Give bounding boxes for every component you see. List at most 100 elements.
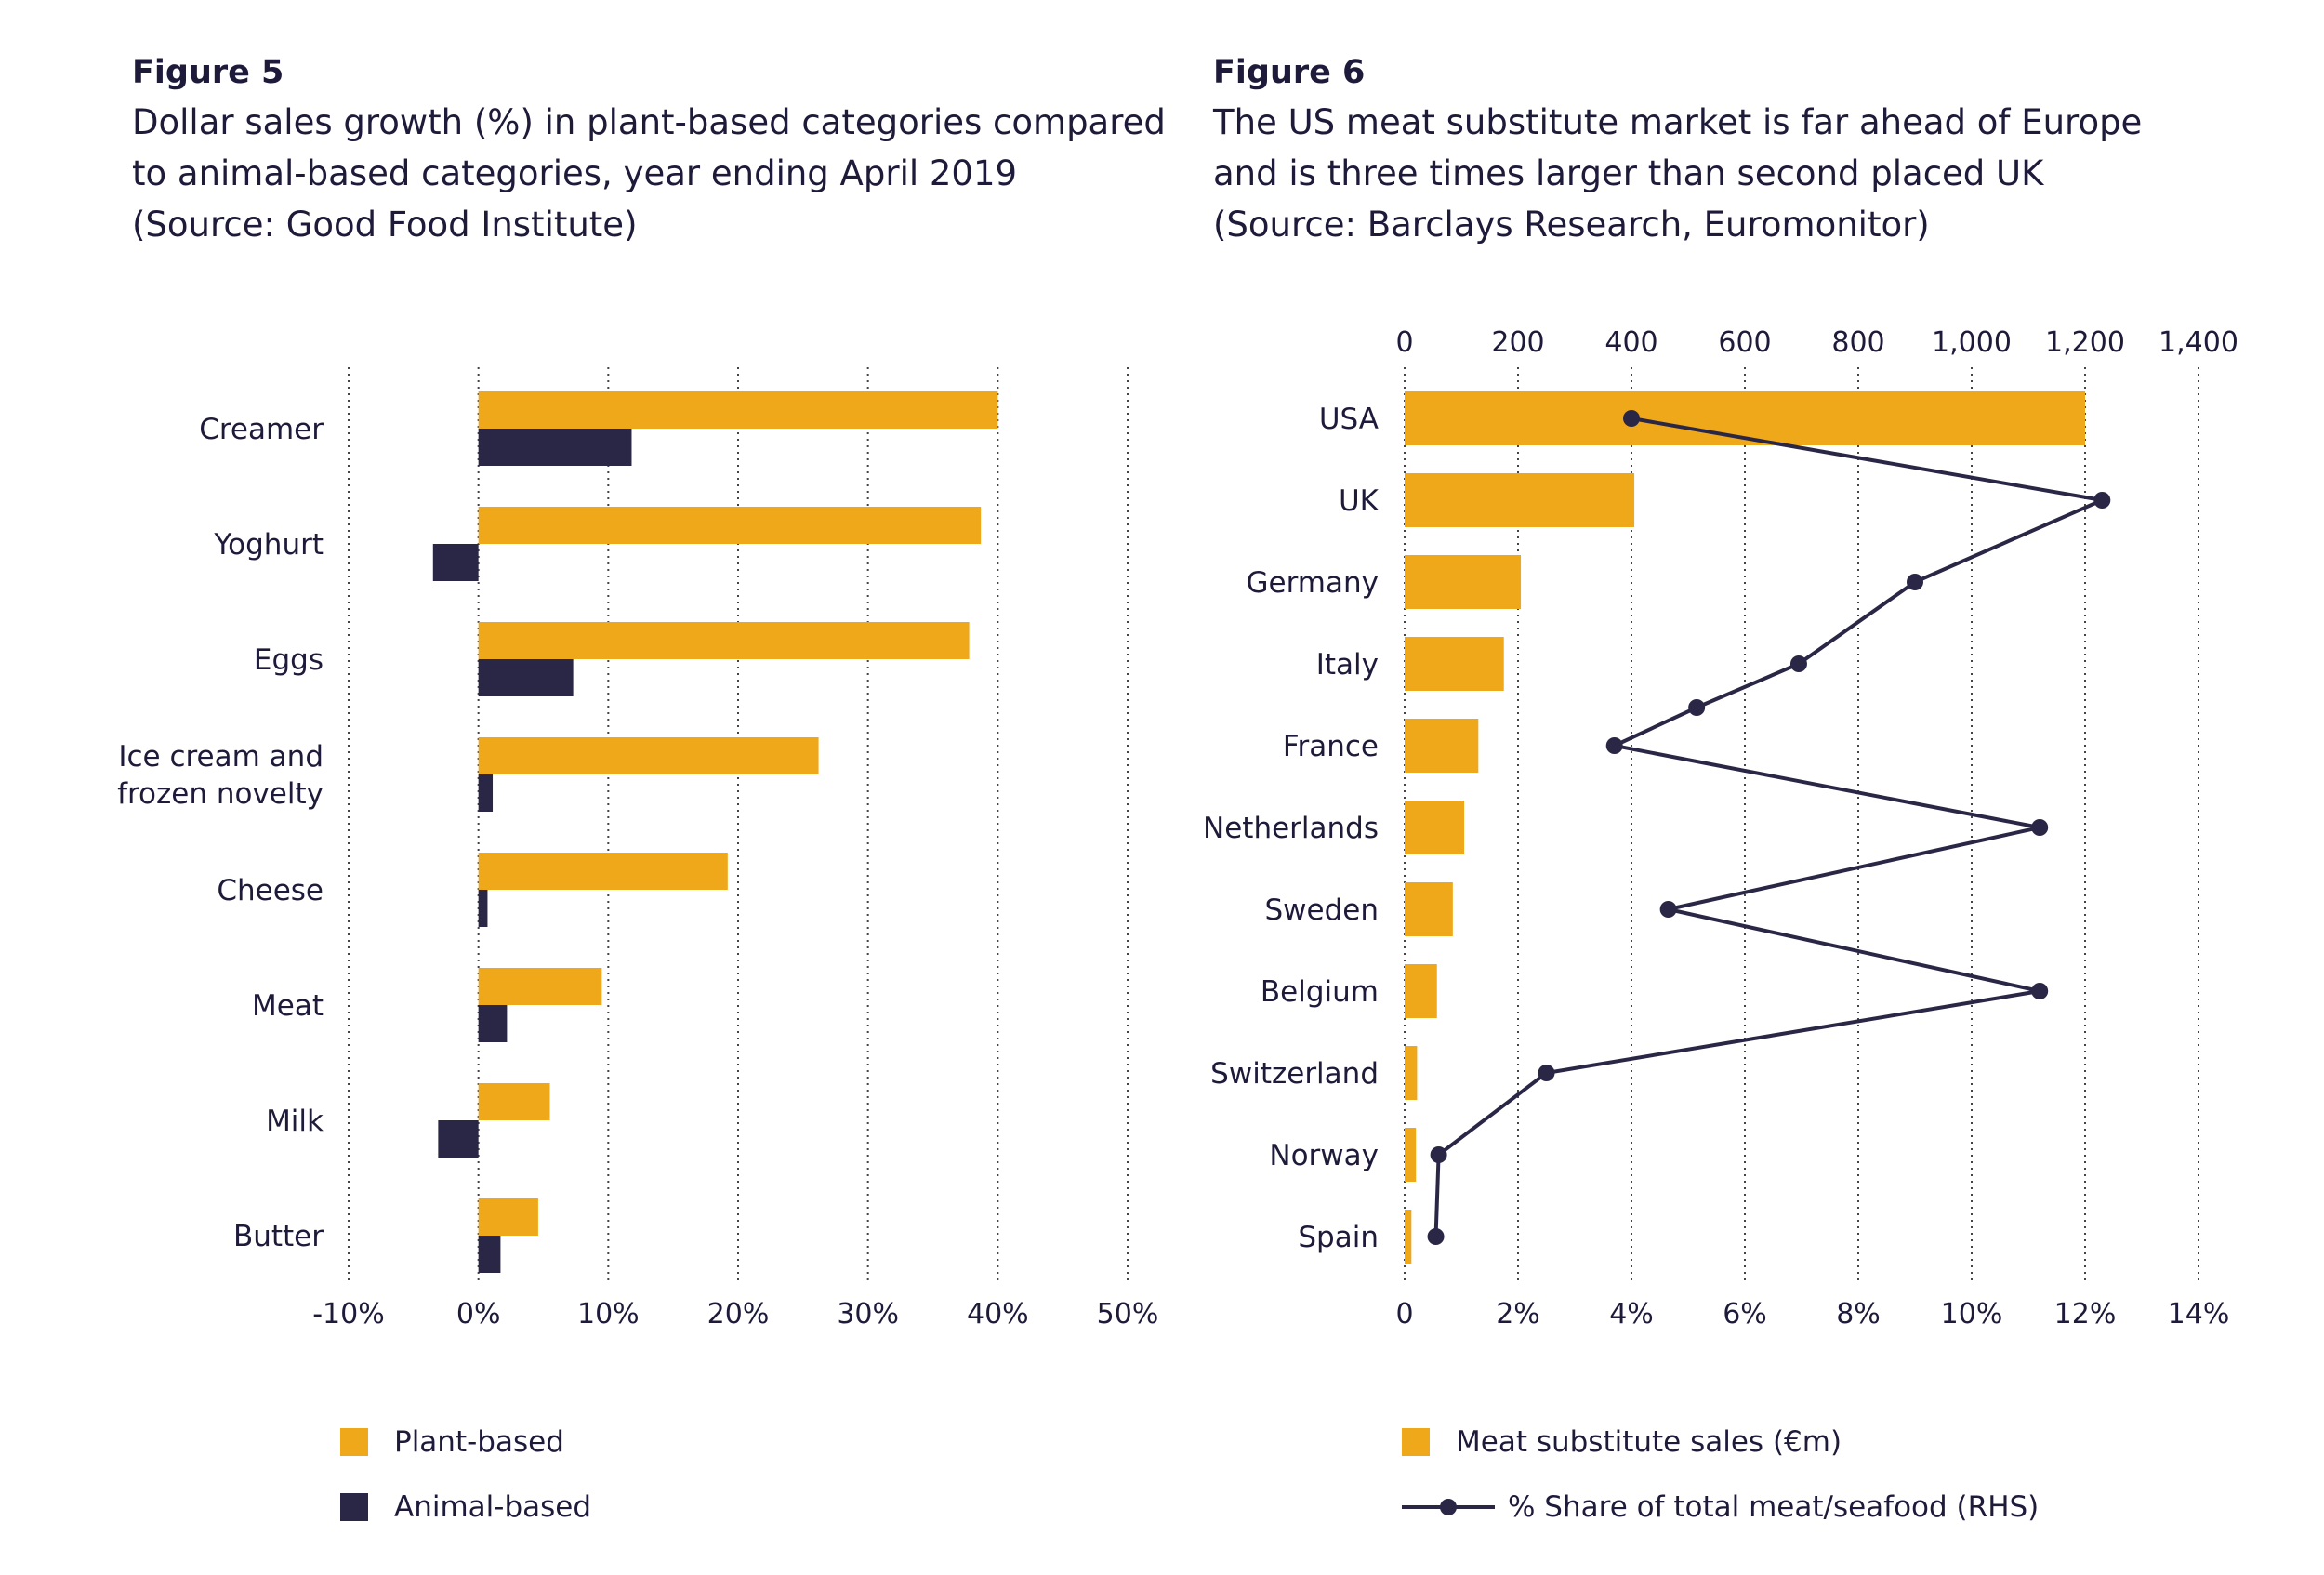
- category-label: Norway: [1269, 1139, 1379, 1172]
- share-point: [1907, 574, 1923, 590]
- x-tick-label: 20%: [707, 1298, 770, 1330]
- category-label: Meat: [252, 989, 324, 1023]
- share-point: [1427, 1228, 1445, 1245]
- top-axis-tick-label: 1,000: [1932, 326, 2012, 359]
- category-label: Ice cream and: [118, 740, 324, 774]
- figure5-subtitle-line: to animal-based categories, year ending …: [132, 153, 1018, 193]
- share-point: [1659, 901, 1677, 918]
- legend-meat-substitute-sales: Meat substitute sales (€m): [1402, 1425, 1842, 1459]
- share-point: [1538, 1065, 1555, 1081]
- x-tick-label: -10%: [312, 1298, 385, 1330]
- x-tick-label: 40%: [967, 1298, 1029, 1330]
- share-point: [1789, 655, 1807, 672]
- plant-based-swatch: [340, 1428, 368, 1456]
- bar-meat-substitute-sales: [1405, 637, 1504, 691]
- share-point: [1688, 699, 1706, 716]
- x-tick-label: 0%: [456, 1298, 501, 1330]
- bottom-axis-tick-label: 6%: [1723, 1298, 1767, 1330]
- bar-plant-based: [478, 622, 970, 659]
- share-point: [1623, 410, 1640, 427]
- meat-sales-swatch: [1402, 1428, 1430, 1456]
- bar-plant-based: [478, 968, 602, 1005]
- top-axis-tick-label: 800: [1831, 326, 1884, 359]
- category-label: Cheese: [217, 874, 324, 907]
- share-point: [2031, 819, 2049, 836]
- bar-plant-based: [478, 1083, 550, 1120]
- figure6-subtitle: The US meat substitute market is far ahe…: [1213, 97, 2142, 250]
- bar-animal-based: [432, 544, 479, 581]
- figure5-subtitle-line: Dollar sales growth (%) in plant-based c…: [132, 102, 1166, 142]
- bar-plant-based: [478, 391, 998, 429]
- category-label: Belgium: [1261, 975, 1379, 1009]
- bar-plant-based: [478, 853, 728, 890]
- bottom-axis-tick-label: 2%: [1496, 1298, 1540, 1330]
- bottom-axis-tick-label: 14%: [2168, 1298, 2230, 1330]
- category-label: UK: [1339, 484, 1380, 518]
- category-label: Creamer: [199, 413, 324, 446]
- share-point: [1605, 737, 1623, 754]
- bar-meat-substitute-sales: [1405, 882, 1453, 936]
- bar-plant-based: [478, 1198, 538, 1236]
- top-axis-tick-label: 200: [1491, 326, 1544, 359]
- top-axis-tick-label: 400: [1604, 326, 1657, 359]
- share-point: [2031, 983, 2049, 999]
- bar-animal-based: [478, 429, 632, 466]
- x-tick-label: 10%: [577, 1298, 640, 1330]
- legend-share-line: % Share of total meat/seafood (RHS): [1402, 1490, 2039, 1524]
- bar-animal-based: [478, 890, 488, 927]
- category-label: Netherlands: [1203, 812, 1379, 845]
- category-label: USA: [1319, 403, 1379, 436]
- bar-animal-based: [478, 1005, 508, 1042]
- legend-meat-sales-label: Meat substitute sales (€m): [1456, 1425, 1842, 1459]
- share-point: [1430, 1146, 1447, 1163]
- bar-meat-substitute-sales: [1405, 1128, 1417, 1182]
- bar-meat-substitute-sales: [1405, 719, 1479, 773]
- bottom-axis-tick-label: 12%: [2054, 1298, 2117, 1330]
- share-point: [2093, 492, 2111, 509]
- bar-meat-substitute-sales: [1405, 1210, 1412, 1264]
- top-axis-tick-label: 600: [1718, 326, 1771, 359]
- bar-meat-substitute-sales: [1405, 1046, 1418, 1100]
- x-tick-label: 50%: [1097, 1298, 1159, 1330]
- legend-plant-based-label: Plant-based: [394, 1425, 564, 1459]
- bottom-axis-tick-label: 10%: [1941, 1298, 2003, 1330]
- figure5-subtitle: Dollar sales growth (%) in plant-based c…: [132, 97, 1166, 250]
- category-label: Sweden: [1264, 893, 1379, 927]
- bar-meat-substitute-sales: [1405, 473, 1635, 527]
- figure6-subtitle-line: The US meat substitute market is far ahe…: [1213, 102, 2143, 142]
- category-label: Switzerland: [1210, 1057, 1379, 1091]
- bar-animal-based: [478, 774, 494, 812]
- legend-share-label: % Share of total meat/seafood (RHS): [1508, 1490, 2040, 1524]
- bar-plant-based: [478, 507, 982, 544]
- category-label: Italy: [1316, 648, 1379, 682]
- legend-animal-based: Animal-based: [340, 1490, 591, 1524]
- figure6-subtitle-line: (Source: Barclays Research, Euromonitor): [1213, 205, 1930, 245]
- category-label: France: [1283, 730, 1379, 763]
- category-label: Spain: [1298, 1221, 1379, 1254]
- figure5-label: Figure 5: [132, 54, 284, 91]
- top-axis-tick-label: 1,200: [2045, 326, 2125, 359]
- bar-meat-substitute-sales: [1405, 964, 1437, 1018]
- category-label: Germany: [1247, 566, 1379, 600]
- figure5-subtitle-line: (Source: Good Food Institute): [132, 205, 638, 245]
- bar-plant-based: [478, 737, 819, 774]
- category-label: Milk: [266, 1105, 324, 1138]
- figure6-label: Figure 6: [1213, 54, 1366, 91]
- category-label: Butter: [233, 1220, 324, 1253]
- bar-meat-substitute-sales: [1405, 801, 1465, 854]
- category-label: Eggs: [254, 643, 324, 677]
- category-label: frozen novelty: [117, 777, 324, 811]
- bar-animal-based: [438, 1120, 479, 1158]
- bar-meat-substitute-sales: [1405, 555, 1522, 609]
- category-label: Yoghurt: [213, 528, 324, 562]
- figure6-subtitle-line: and is three times larger than second pl…: [1213, 153, 2044, 193]
- share-line: [1433, 417, 2109, 1238]
- legend-animal-based-label: Animal-based: [394, 1490, 592, 1524]
- top-axis-tick-label: 0: [1395, 326, 1413, 359]
- animal-based-swatch: [340, 1493, 368, 1521]
- bar-animal-based: [478, 659, 574, 696]
- top-axis-tick-label: 1,400: [2159, 326, 2238, 359]
- bar-animal-based: [478, 1236, 501, 1273]
- legend-plant-based: Plant-based: [340, 1425, 564, 1459]
